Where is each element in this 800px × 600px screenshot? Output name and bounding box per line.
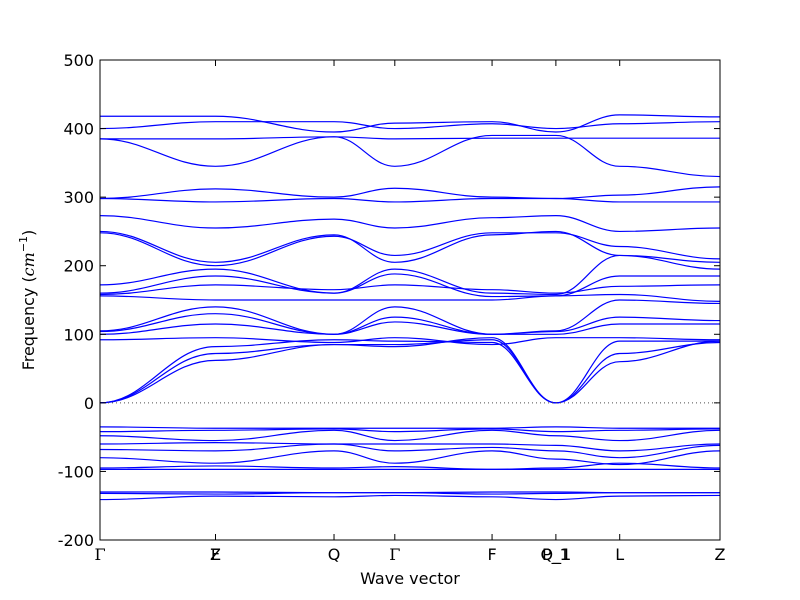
x-tick-label: Q <box>328 545 341 564</box>
x-tick-label: F <box>487 545 496 564</box>
x-tick-label: Z <box>715 545 726 564</box>
y-tick-label: 100 <box>63 325 94 344</box>
x-tick-label: P_1 <box>542 545 570 565</box>
band-line-6 <box>99 197 720 203</box>
y-axis-label-text: Frequency (cm−1) <box>17 230 38 371</box>
y-tick-label: -100 <box>58 462 94 481</box>
band-lines <box>99 114 721 501</box>
y-axis-label: Frequency (cm−1) <box>17 230 38 371</box>
band-line-12 <box>99 284 721 296</box>
y-axis-ticks: 500 400 300 200 100 0 -100 -200 <box>58 51 720 550</box>
band-line-1 <box>100 114 721 133</box>
plot-frame <box>99 59 721 541</box>
band-line-21 <box>99 426 720 429</box>
band-line-2 <box>99 121 721 130</box>
band-line-4 <box>99 134 721 178</box>
band-line-3 <box>100 136 720 140</box>
band-line-13 <box>99 293 721 302</box>
band-line-14 <box>99 299 721 335</box>
band-line-11 <box>99 273 720 298</box>
y-tick-label: 500 <box>63 51 94 70</box>
band-line-10 <box>99 254 721 296</box>
band-line-26 <box>99 450 721 466</box>
band-line-22 <box>99 428 721 433</box>
band-line-5 <box>99 186 721 200</box>
y-tick-label: 400 <box>63 120 94 139</box>
x-tick-label: Z <box>210 545 221 564</box>
x-axis-label: Wave vector <box>360 569 460 588</box>
band-line-30 <box>99 492 720 495</box>
band-line-7 <box>99 215 721 233</box>
band-line-20 <box>99 337 721 404</box>
x-tick-label: Γ <box>389 545 400 564</box>
x-axis-ticks: Γ FZ Q Γ F P_1Q_1 L Z <box>94 60 726 565</box>
band-line-9 <box>99 232 721 267</box>
band-line-31 <box>99 494 721 501</box>
y-tick-label: 0 <box>84 394 94 413</box>
band-line-15 <box>99 313 721 335</box>
band-line-25 <box>99 443 721 459</box>
y-tick-label: 300 <box>63 188 94 207</box>
axes-frame <box>99 59 721 541</box>
band-line-24 <box>99 442 721 452</box>
band-line-17 <box>99 337 721 346</box>
band-line-23 <box>99 429 721 442</box>
y-tick-label: 200 <box>63 257 94 276</box>
band-line-8 <box>99 230 721 263</box>
x-tick-label: F <box>211 545 220 564</box>
band-line-27 <box>99 462 721 470</box>
x-tick-label: Γ <box>94 545 105 564</box>
x-tick-label: L <box>615 545 624 564</box>
x-tick-label: Q_1 <box>540 545 571 565</box>
band-line-16 <box>99 321 720 335</box>
y-tick-label: -200 <box>58 531 94 550</box>
